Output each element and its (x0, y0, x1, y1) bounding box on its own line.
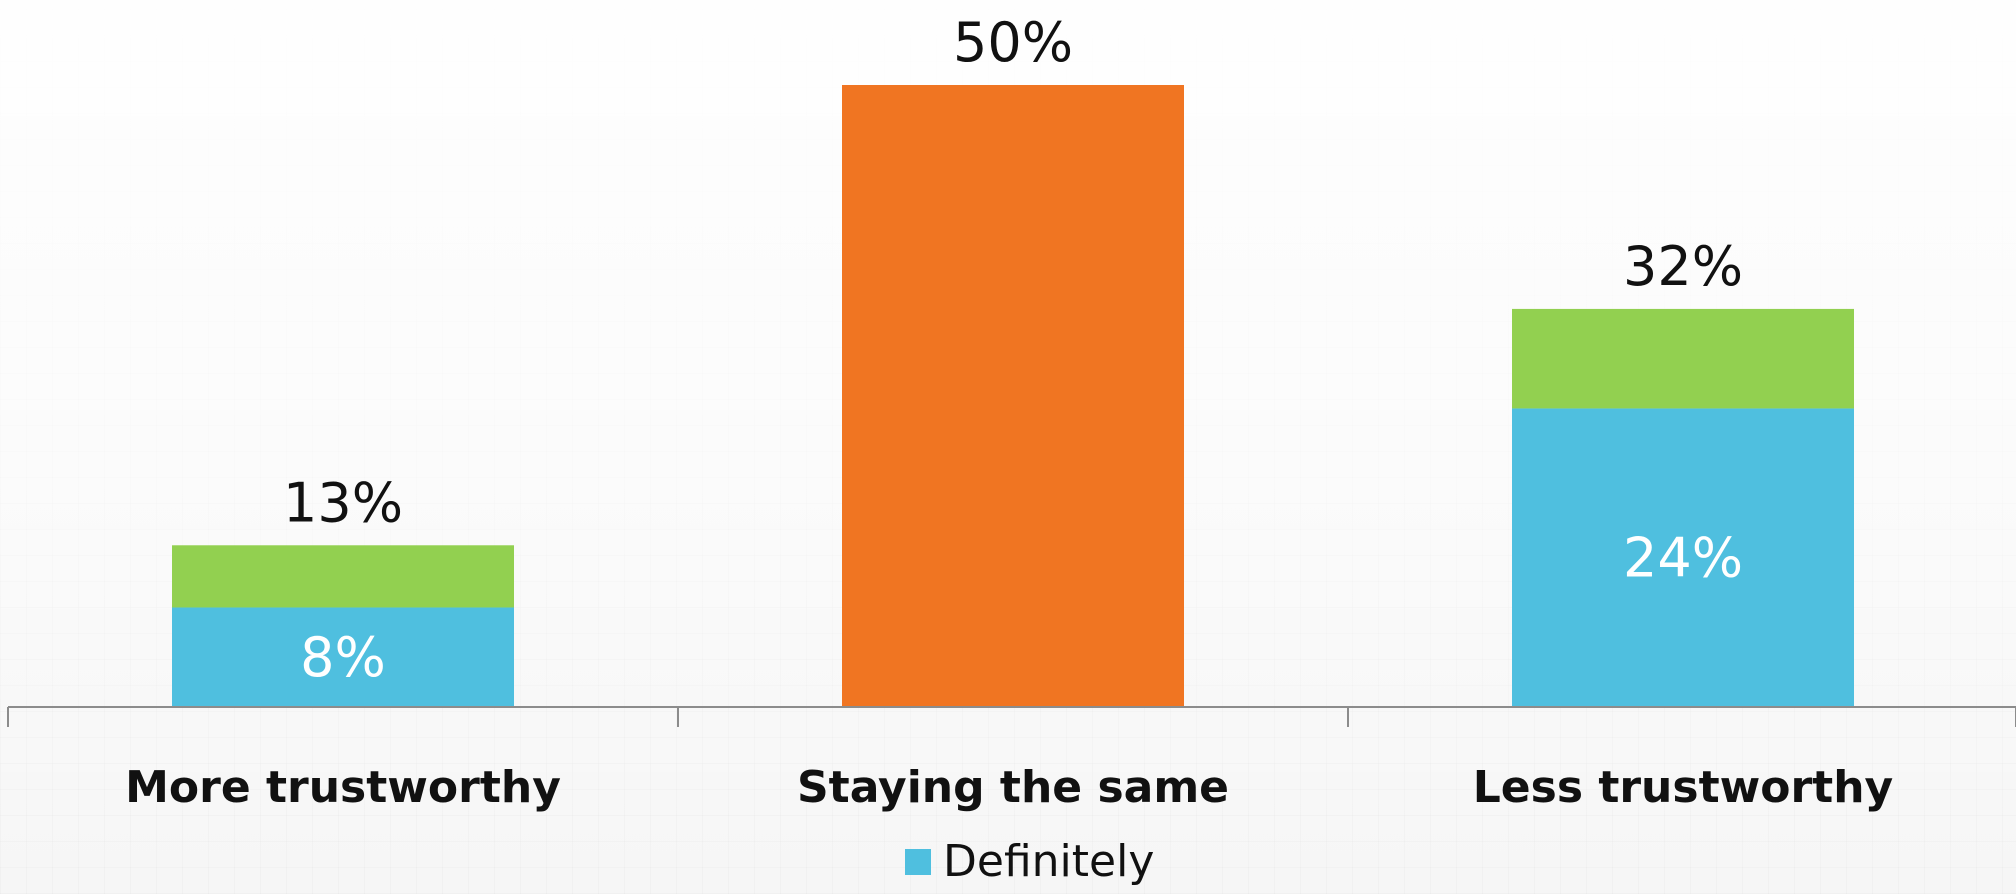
chart-legend: Definitely (905, 840, 1154, 884)
category-label-staying-the-same: Staying the same (797, 762, 1229, 813)
legend-swatch-definitely (905, 849, 931, 875)
data-label-less-trustworthy-definitely: 24% (1623, 527, 1743, 590)
data-label-more-trustworthy-definitely: 8% (300, 626, 386, 689)
bar-staying-the-same (842, 85, 1184, 707)
legend-label-definitely: Definitely (943, 836, 1155, 887)
total-label-more-trustworthy: 13% (283, 471, 403, 534)
bar-less-trustworthy-top-segment (1512, 308, 1854, 409)
total-label-staying-the-same: 50% (953, 11, 1073, 74)
total-label-less-trustworthy: 32% (1623, 235, 1743, 298)
bar-more-trustworthy-top-segment (172, 545, 514, 608)
category-label-less-trustworthy: Less trustworthy (1473, 762, 1893, 813)
bar-more-trustworthy-definitely (172, 607, 514, 707)
bar-less-trustworthy-definitely (1512, 408, 1854, 707)
category-label-more-trustworthy: More trustworthy (125, 762, 561, 813)
